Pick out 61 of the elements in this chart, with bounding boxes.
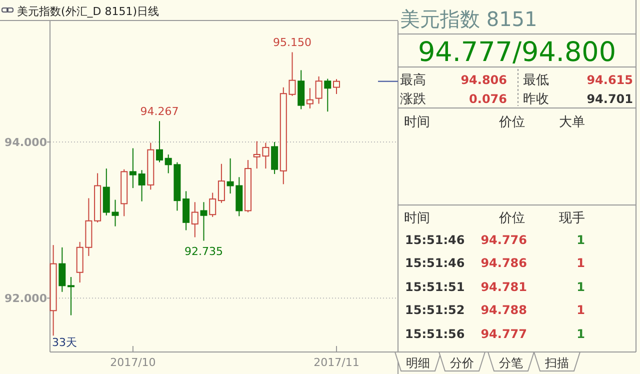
text: 94.788 — [480, 303, 527, 317]
text: 0.076 — [469, 92, 507, 106]
text: 94.777/94.800 — [418, 37, 616, 68]
candlestick — [58, 246, 66, 292]
text: 最高 — [400, 72, 426, 88]
text: 15:51:56 — [405, 327, 465, 341]
candlestick — [129, 148, 136, 189]
candlestick — [191, 202, 198, 238]
text: 15:51:46 — [405, 233, 465, 247]
text: 94.777 — [480, 327, 527, 341]
text: 1 — [576, 303, 585, 317]
text: 分价 — [450, 356, 474, 370]
annotation: 95.150 — [273, 36, 312, 50]
x-tick-label: 2017/11 — [314, 356, 360, 369]
candlestick — [271, 142, 278, 175]
candlestick — [333, 78, 340, 94]
candlestick — [156, 120, 163, 163]
text: 大单 — [559, 115, 585, 130]
chart-title: 美元指数(外汇_D 8151)日线 — [17, 5, 160, 18]
text: 94.806 — [460, 73, 507, 87]
annotation: 94.267 — [140, 105, 179, 118]
text: 94.615 — [586, 73, 633, 87]
text: 价位 — [498, 115, 525, 130]
text: 明细 — [406, 356, 430, 370]
text: 现手 — [559, 211, 585, 226]
y-tick-label: 92.000 — [4, 292, 48, 306]
text: 1 — [576, 233, 585, 247]
candlestick — [288, 52, 296, 96]
text: 94.786 — [480, 256, 527, 270]
candlestick — [138, 170, 146, 202]
text: 扫描 — [544, 356, 569, 370]
text: 昨收 — [523, 92, 549, 107]
candlestick — [324, 78, 332, 112]
annotation: 92.735 — [184, 244, 223, 258]
text: 美元指数 8151 — [400, 7, 538, 31]
y-tick-label: 94.000 — [4, 136, 48, 149]
candlestick — [218, 163, 225, 204]
candlestick — [200, 202, 208, 242]
text: 94.701 — [586, 92, 633, 106]
text: 15:51:46 — [405, 256, 465, 270]
candlestick — [209, 192, 216, 218]
text: 最低 — [523, 73, 549, 88]
text: 时间 — [404, 211, 430, 226]
text: 94.776 — [480, 233, 527, 247]
candlestick — [315, 76, 322, 104]
text: 1 — [576, 280, 585, 294]
x-tick-label: 2017/10 — [110, 356, 156, 369]
text: 94.781 — [480, 280, 527, 294]
text: 价位 — [498, 211, 525, 226]
candlestick — [182, 190, 190, 231]
text: 时间 — [404, 115, 430, 130]
candlestick — [306, 88, 314, 109]
annotation: 33天 — [52, 336, 77, 349]
candlestick — [112, 199, 119, 227]
text: 15:51:52 — [405, 303, 465, 317]
text: 15:51:51 — [405, 280, 465, 294]
text: 涨跌 — [400, 92, 426, 107]
candlestick — [68, 276, 74, 316]
text: 分笔 — [499, 356, 523, 370]
text: 1 — [576, 256, 585, 270]
text: 1 — [576, 327, 585, 341]
